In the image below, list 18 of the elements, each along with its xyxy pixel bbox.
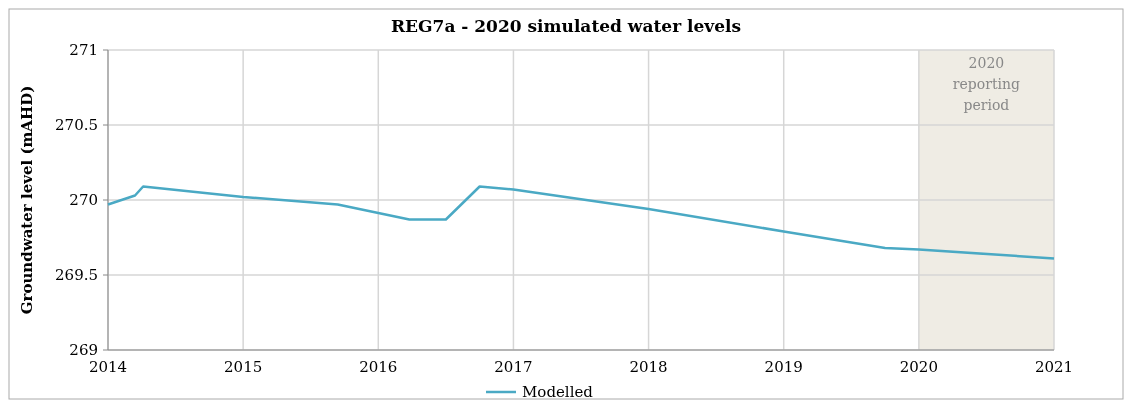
legend-label: Modelled	[522, 383, 594, 402]
y-tick-label: 270	[69, 191, 98, 210]
y-tick-label: 270.5	[55, 116, 98, 135]
x-tick-label: 2019	[764, 358, 803, 376]
x-tick-label: 2017	[494, 358, 533, 376]
y-tick-label: 269.5	[55, 266, 98, 285]
x-tick-label: 2016	[359, 358, 398, 376]
y-axis-title: Groundwater level (mAHD)	[18, 85, 36, 315]
x-tick-label: 2021	[1034, 358, 1074, 376]
y-tick-label: 269	[69, 341, 98, 360]
x-tick-label: 2020	[899, 358, 938, 376]
band-label: 2020 reporting period	[952, 55, 1021, 113]
line-series	[106, 185, 1056, 260]
x-tick-label: 2018	[629, 358, 668, 376]
x-tick-label: 2015	[224, 358, 263, 376]
y-tick-label: 271	[69, 41, 98, 60]
chart-title: REG7a - 2020 simulated water levels	[390, 16, 742, 36]
x-tick-label: 2014	[88, 358, 128, 376]
